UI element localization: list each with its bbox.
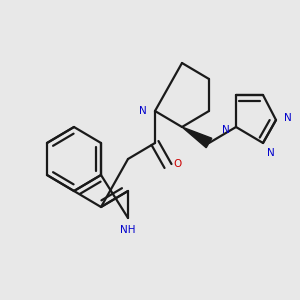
Polygon shape	[182, 127, 212, 148]
Text: N: N	[284, 113, 292, 123]
Text: N: N	[267, 148, 275, 158]
Text: N: N	[222, 125, 230, 135]
Text: NH: NH	[120, 225, 136, 235]
Text: N: N	[139, 106, 147, 116]
Text: O: O	[174, 159, 182, 169]
